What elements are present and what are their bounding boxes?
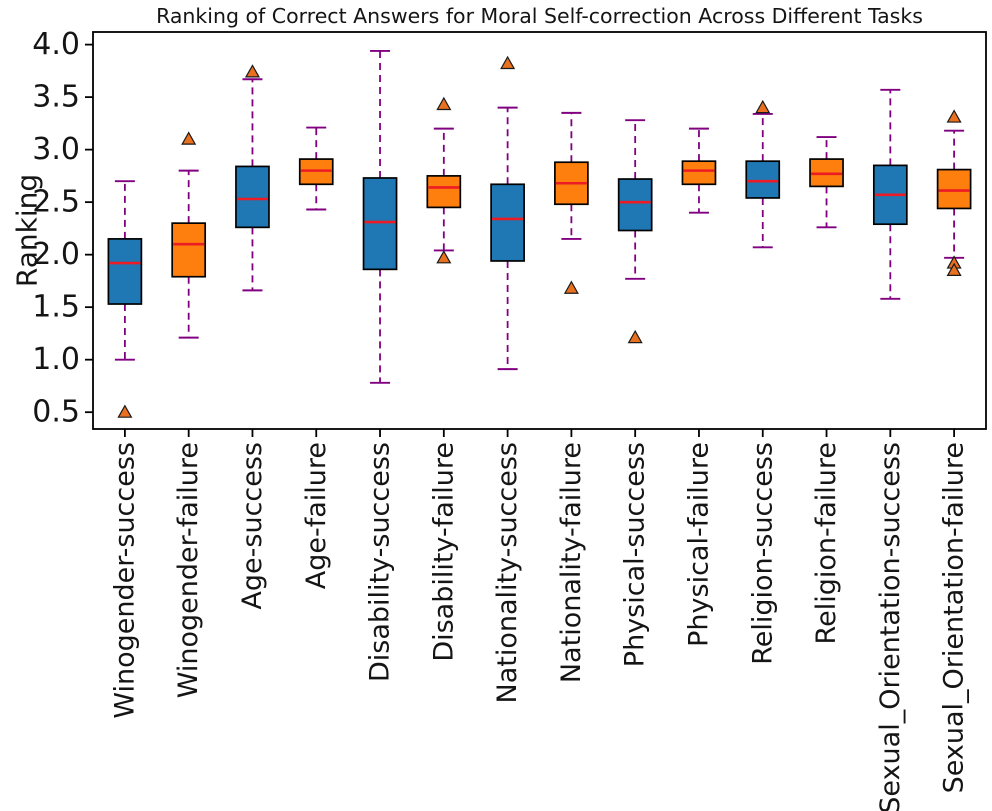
x-tick-label: Age-success	[237, 442, 268, 610]
x-tick-label: Sexual_Orientation-failure	[939, 442, 970, 793]
flier-icon	[563, 280, 579, 294]
y-tick-label: 3.5	[32, 80, 80, 115]
x-tick-label: Disability-success	[365, 442, 396, 682]
x-tick-label: Religion-failure	[811, 442, 842, 644]
x-tick-label: Physical-failure	[683, 442, 714, 647]
x-tick-label: Winogender-success	[109, 442, 140, 719]
x-tick-label: Nationality-success	[492, 442, 523, 703]
y-tick-label: 4.0	[32, 27, 80, 62]
y-tick-label: 1.0	[32, 342, 80, 377]
y-tick-label: 3.0	[32, 132, 80, 167]
flier-icon	[946, 109, 962, 123]
flier-icon	[436, 96, 452, 111]
y-axis-label: Ranking	[11, 174, 44, 287]
flier-icon	[117, 404, 133, 418]
x-tick-label: Sexual_Orientation-success	[875, 442, 906, 811]
y-tick-label: 2.0	[32, 237, 80, 272]
x-tick-label: Winogender-failure	[173, 442, 204, 698]
box-rect	[681, 160, 717, 186]
box-rect	[235, 165, 270, 229]
x-tick-label: Nationality-failure	[556, 442, 587, 683]
box-rect	[426, 175, 462, 209]
flier-icon	[244, 64, 260, 78]
y-tick-label: 1.5	[32, 290, 80, 325]
x-tick-label: Physical-success	[620, 442, 651, 667]
box-rect	[490, 183, 525, 262]
flier-icon	[755, 99, 771, 114]
x-tick-label: Religion-success	[747, 442, 778, 665]
box-rect	[107, 238, 143, 305]
chart-title: Ranking of Correct Answers for Moral Sel…	[156, 4, 923, 28]
plot-frame	[92, 31, 987, 430]
box-rect	[362, 177, 398, 271]
y-tick-label: 2.5	[32, 185, 80, 220]
box-rect	[171, 222, 207, 278]
box-rect	[745, 160, 781, 199]
flier-icon	[181, 131, 197, 145]
flier-icon	[627, 329, 643, 344]
box-rect	[936, 168, 972, 210]
y-tick-label: 0.5	[32, 395, 80, 430]
flier-icon	[436, 250, 452, 264]
box-rect	[617, 178, 653, 232]
x-tick-label: Disability-failure	[428, 442, 459, 662]
x-tick-label: Age-failure	[301, 442, 332, 589]
flier-icon	[946, 262, 962, 277]
flier-icon	[500, 55, 516, 70]
